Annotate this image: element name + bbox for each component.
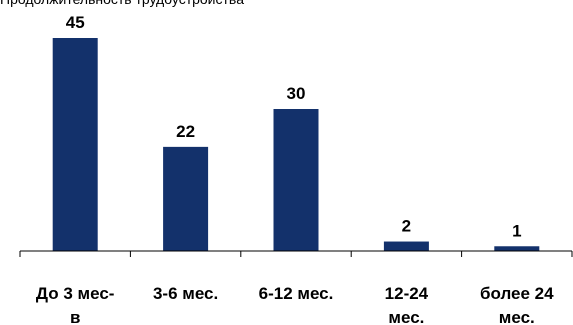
value-labels-group: 45 22 30 2 1 bbox=[66, 13, 522, 240]
chart-title: Продолжительность трудоустройства bbox=[0, 0, 573, 9]
bar-3 bbox=[273, 109, 319, 251]
bar-1 bbox=[52, 38, 98, 251]
value-label-2: 22 bbox=[176, 122, 195, 141]
category-label-5-line-2: мес. bbox=[499, 308, 535, 325]
bar-2 bbox=[163, 146, 209, 251]
bar-4 bbox=[383, 241, 429, 251]
category-label-3-line-1: 6-12 мес. bbox=[259, 284, 334, 303]
category-label-1-line-1: До 3 мес- bbox=[36, 284, 115, 303]
bars-group bbox=[52, 38, 540, 251]
category-labels-group: До 3 мес-в 3-6 мес. 6-12 мес. 12-24 мес. боле… bbox=[36, 284, 554, 325]
value-label-1: 45 bbox=[66, 13, 85, 32]
value-label-4: 2 bbox=[402, 217, 411, 236]
category-label-2-line-1: 3-6 мес. bbox=[153, 284, 218, 303]
value-label-5: 1 bbox=[512, 221, 521, 240]
category-label-1-line-2: в bbox=[70, 308, 80, 325]
category-label-4-line-2: мес. bbox=[388, 308, 424, 325]
category-label-5-line-1: более 24 bbox=[480, 284, 554, 303]
value-label-3: 30 bbox=[287, 84, 306, 103]
bar-5 bbox=[494, 246, 540, 251]
x-axis bbox=[19, 250, 573, 257]
category-label-4-line-1: 12-24 bbox=[385, 284, 429, 303]
